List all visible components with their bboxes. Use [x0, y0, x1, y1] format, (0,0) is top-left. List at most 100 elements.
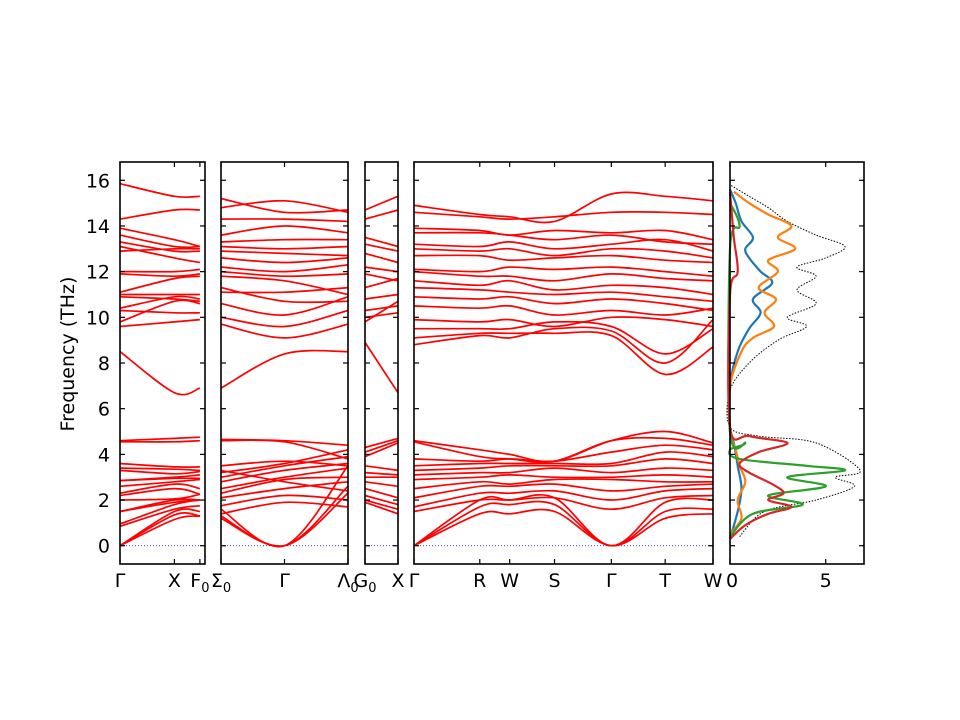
- x-tick-label: S: [548, 570, 560, 592]
- band-optic-p3-1: [413, 210, 714, 220]
- band-optic-p3-13: [413, 316, 714, 328]
- band-acoustic-p0-1: [119, 512, 201, 547]
- band-acoustic-p0-8: [119, 487, 201, 497]
- band-acoustic-p3-5: [413, 483, 714, 499]
- band-acoustic-p0-17: [119, 436, 200, 442]
- band-optic-p0-8: [119, 273, 200, 278]
- band-acoustic-p2-10: [364, 437, 399, 449]
- band-optic-p3-5: [413, 247, 714, 259]
- band-optic-p2-12: [364, 341, 399, 394]
- band-acoustic-p2-8: [364, 442, 399, 458]
- x-tick-label: Γ: [606, 570, 617, 592]
- band-optic-p1-16: [220, 349, 349, 389]
- band-acoustic-p0-3: [119, 504, 200, 528]
- band-optic-p1-13: [220, 295, 349, 316]
- x-tick-label: X: [391, 570, 404, 592]
- band-optic-p0-11: [119, 295, 200, 303]
- band-acoustic-p0-14: [119, 467, 200, 472]
- band-lines: [119, 182, 714, 548]
- band-optic-p0-4: [119, 241, 200, 253]
- dos-series-4: [727, 191, 793, 540]
- band-optic-p1-12: [220, 286, 349, 294]
- band-acoustic-p0-15: [119, 462, 200, 469]
- band-optic-p1-2: [220, 218, 349, 223]
- dos-series-0: [726, 184, 861, 537]
- band-acoustic-p3-1: [413, 500, 714, 547]
- band-optic-p3-10: [413, 286, 714, 303]
- x-tick-label: Γ: [409, 570, 420, 592]
- band-optic-p0-15: [119, 318, 200, 328]
- band-acoustic-p0-0: [119, 515, 201, 547]
- dos-x-tick-label: 5: [820, 570, 832, 592]
- band-optic-p2-6: [364, 273, 399, 282]
- band-optic-p0-1: [119, 208, 200, 220]
- band-acoustic-p2-7: [364, 464, 399, 472]
- band-acoustic-p0-12: [119, 474, 200, 482]
- band-acoustic-p0-6: [119, 498, 200, 513]
- x-tick-label: Σ0: [211, 570, 231, 596]
- band-optic-p1-15: [220, 323, 349, 339]
- band-optic-p1-6: [220, 250, 349, 257]
- band-optic-p2-5: [364, 266, 399, 273]
- band-optic-p0-14: [119, 299, 201, 323]
- dos-curves: [726, 184, 861, 540]
- band-optic-p2-9: [364, 305, 399, 312]
- band-optic-p3-0: [413, 191, 714, 224]
- band-acoustic-p1-6: [220, 476, 349, 495]
- band-optic-p3-9: [413, 279, 714, 296]
- band-acoustic-p0-13: [119, 469, 200, 475]
- y-tick-label: 6: [98, 399, 110, 421]
- tick-marks: [119, 162, 864, 564]
- band-optic-p3-11: [413, 295, 714, 312]
- band-optic-p1-4: [220, 238, 349, 243]
- band-optic-p1-9: [220, 270, 349, 278]
- y-tick-label: 10: [86, 307, 110, 329]
- x-tick-label: F0: [190, 570, 209, 596]
- band-optic-p0-0: [119, 182, 200, 199]
- x-tick-label: X: [168, 570, 181, 592]
- band-optic-p0-7: [119, 268, 200, 273]
- band-acoustic-p3-4: [413, 487, 714, 508]
- band-acoustic-p3-3: [413, 494, 714, 513]
- dos-series-3: [727, 202, 847, 538]
- y-tick-label: 12: [86, 262, 110, 284]
- band-optic-p2-2: [364, 236, 399, 248]
- y-tick-label: 14: [86, 216, 110, 238]
- band-acoustic-p0-10: [119, 478, 200, 488]
- band-optic-p3-4: [413, 238, 714, 252]
- band-acoustic-p1-1: [220, 492, 349, 547]
- band-acoustic-p0-7: [119, 493, 201, 501]
- band-optic-p3-15: [413, 331, 714, 376]
- band-optic-p0-13: [119, 309, 200, 314]
- band-optic-p0-3: [119, 234, 200, 249]
- band-optic-p2-4: [364, 252, 399, 264]
- band-acoustic-p1-4: [220, 494, 349, 507]
- band-optic-p0-5: [119, 245, 201, 264]
- band-acoustic-p3-9: [413, 458, 714, 472]
- y-tick-label: 0: [98, 536, 110, 558]
- band-optic-p1-8: [220, 263, 349, 273]
- band-acoustic-p0-2: [119, 508, 200, 547]
- band-optic-p2-8: [364, 293, 399, 300]
- band-optic-p0-12: [119, 295, 201, 310]
- band-acoustic-p1-2: [220, 465, 349, 548]
- band-acoustic-p1-3: [220, 501, 349, 515]
- band-acoustic-p2-6: [364, 471, 399, 476]
- band-optic-p0-16: [119, 350, 201, 396]
- band-acoustic-p3-0: [413, 508, 714, 547]
- band-optic-p3-7: [413, 266, 714, 278]
- band-acoustic-p1-12: [220, 460, 349, 467]
- band-optic-p1-10: [220, 275, 349, 296]
- dos-series-1: [728, 188, 774, 540]
- x-tick-label: Γ: [115, 570, 126, 592]
- band-optic-p1-3: [220, 225, 349, 236]
- band-acoustic-p1-11: [220, 469, 349, 492]
- band-optic-p0-2: [119, 227, 201, 248]
- band-optic-p3-14: [414, 320, 714, 355]
- x-tick-label: R: [473, 570, 486, 592]
- y-tick-label: 8: [98, 353, 110, 375]
- band-acoustic-p1-14: [220, 438, 349, 447]
- band-optic-p0-9: [119, 275, 200, 294]
